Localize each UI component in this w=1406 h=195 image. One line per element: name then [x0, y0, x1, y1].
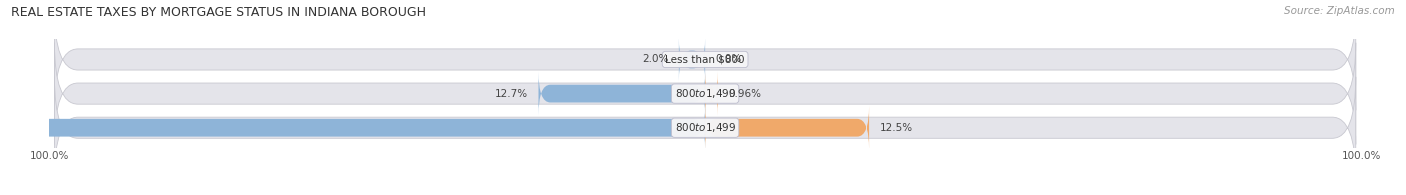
FancyBboxPatch shape	[55, 9, 1355, 110]
Text: $800 to $1,499: $800 to $1,499	[675, 87, 735, 100]
Text: $800 to $1,499: $800 to $1,499	[675, 121, 735, 134]
Text: 12.5%: 12.5%	[880, 123, 912, 133]
Text: 0.96%: 0.96%	[728, 89, 761, 99]
FancyBboxPatch shape	[55, 77, 1355, 179]
FancyBboxPatch shape	[538, 72, 706, 115]
Text: REAL ESTATE TAXES BY MORTGAGE STATUS IN INDIANA BOROUGH: REAL ESTATE TAXES BY MORTGAGE STATUS IN …	[11, 6, 426, 19]
Text: 0.0%: 0.0%	[716, 54, 742, 65]
FancyBboxPatch shape	[679, 38, 706, 81]
Text: Less than $800: Less than $800	[665, 54, 745, 65]
Text: 12.7%: 12.7%	[495, 89, 529, 99]
FancyBboxPatch shape	[706, 106, 869, 150]
Text: 2.0%: 2.0%	[643, 54, 668, 65]
FancyBboxPatch shape	[0, 106, 706, 150]
Text: Source: ZipAtlas.com: Source: ZipAtlas.com	[1284, 6, 1395, 16]
FancyBboxPatch shape	[706, 72, 717, 115]
FancyBboxPatch shape	[55, 43, 1355, 144]
